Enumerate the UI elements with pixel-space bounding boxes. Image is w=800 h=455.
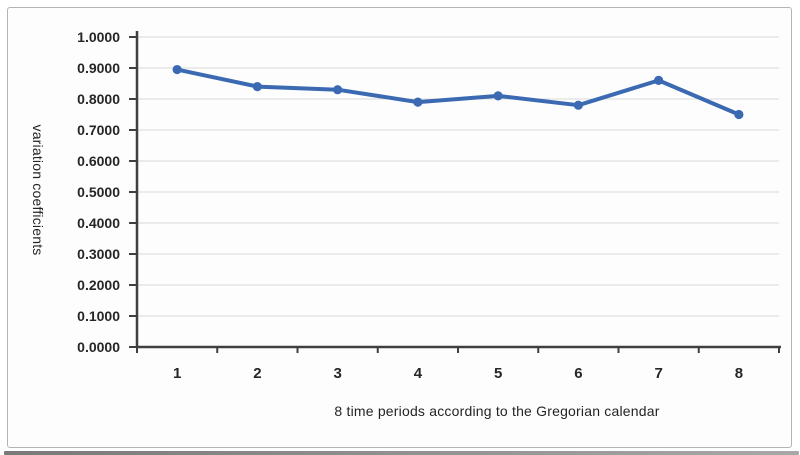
y-tick-label: 1.0000 (77, 29, 120, 45)
x-tick-label: 6 (574, 365, 582, 382)
axes (135, 31, 781, 349)
data-series (172, 64, 744, 120)
x-tick-label: 7 (654, 365, 662, 382)
axis-tick-marks (129, 36, 780, 353)
x-tick-label: 4 (414, 365, 423, 382)
y-axis-title: variation coefficients (30, 125, 46, 256)
y-tick-label: 0.8000 (77, 91, 120, 107)
data-point-marker (252, 82, 262, 92)
y-tick-label: 0.6000 (77, 153, 120, 169)
x-tick-label: 3 (333, 365, 341, 382)
data-point-marker (573, 100, 583, 110)
data-point-marker (172, 64, 182, 75)
gridlines (137, 36, 779, 317)
y-tick-label: 0.5000 (77, 184, 120, 200)
scan-edge-artifact (4, 451, 799, 455)
x-tick-label: 2 (253, 365, 261, 382)
data-point-marker (493, 91, 503, 101)
x-tick-label: 1 (173, 365, 181, 382)
y-tick-label: 0.1000 (77, 308, 120, 324)
y-tick-label: 0.3000 (77, 246, 120, 262)
y-tick-label: 0.0000 (77, 339, 120, 355)
x-tick-label: 5 (494, 365, 502, 382)
y-tick-label: 0.2000 (77, 277, 120, 293)
data-point-marker (654, 75, 664, 85)
data-line (175, 67, 741, 117)
x-tick-label: 8 (735, 365, 743, 382)
data-point-marker (333, 85, 343, 95)
data-point-marker (734, 109, 744, 120)
y-axis-tick-labels: 0.0000 0.1000 0.2000 0.3000 0.4000 0.5000 0.60… (77, 29, 120, 355)
y-tick-label: 0.7000 (77, 122, 120, 138)
data-point-marker (413, 97, 423, 107)
y-tick-label: 0.9000 (77, 60, 120, 76)
x-axis-title: 8 time periods according to the Gregoria… (334, 403, 659, 419)
y-tick-label: 0.4000 (77, 215, 120, 231)
x-axis-tick-labels: 1 2 3 4 5 6 7 8 (173, 365, 743, 382)
